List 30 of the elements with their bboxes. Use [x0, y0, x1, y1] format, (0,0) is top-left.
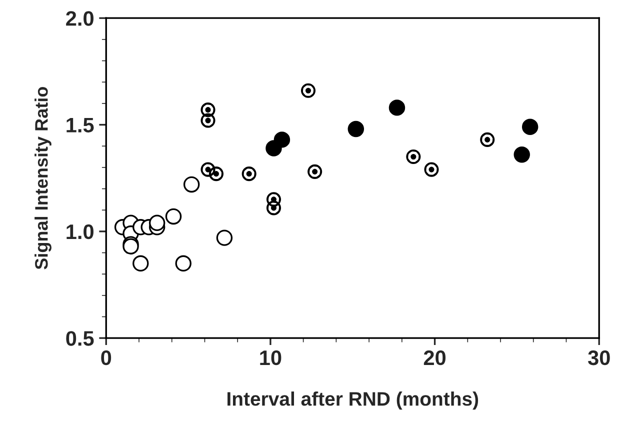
point: [406, 149, 421, 164]
point: [424, 162, 439, 177]
point: [165, 208, 182, 225]
point: [480, 132, 495, 147]
x-axis-title: Interval after RND (months): [228, 392, 478, 410]
y-tick-label: 0.5: [66, 331, 94, 346]
point: [266, 140, 282, 156]
point: [388, 100, 406, 116]
x-tick-label: 30: [588, 350, 610, 366]
y-tick-label: 1.0: [66, 224, 94, 240]
x-tick-label: 0: [101, 350, 112, 366]
point: [216, 230, 233, 246]
point: [300, 83, 316, 98]
point: [200, 113, 216, 128]
y-tick-label: 2.0: [66, 11, 94, 26]
point: [148, 214, 166, 231]
point: [175, 255, 192, 272]
point: [208, 166, 224, 182]
x-tick-label: 10: [260, 350, 282, 366]
point: [183, 176, 200, 193]
x-tick-label: 20: [424, 350, 446, 366]
point: [308, 164, 322, 179]
point: [266, 200, 282, 216]
point: [348, 120, 364, 138]
point: [514, 146, 530, 163]
y-tick-label: 1.5: [66, 118, 94, 133]
y-axis-title: Signal Intensity Ratio: [34, 86, 52, 270]
point: [132, 255, 149, 272]
point: [522, 118, 538, 136]
point: [242, 166, 256, 182]
